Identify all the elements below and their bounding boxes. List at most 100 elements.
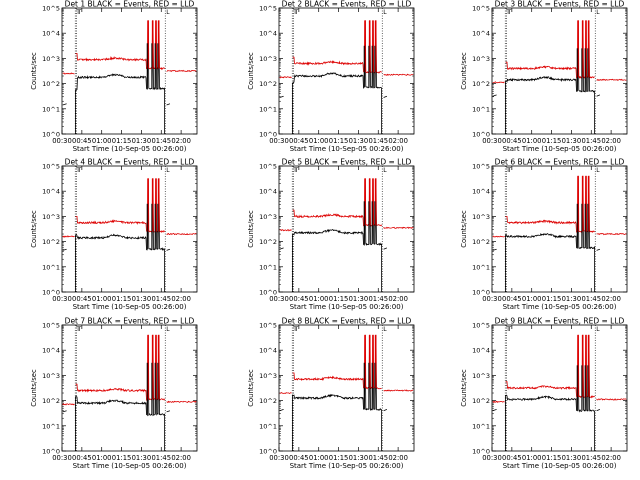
lld-series-pre xyxy=(279,391,292,394)
events-series-pre xyxy=(279,95,284,98)
y-tick-label: 10^3 xyxy=(42,213,60,221)
chart-title: Det 3 BLACK = Events, RED = LLD xyxy=(495,0,625,9)
x-tick-label: 01:30 xyxy=(132,454,152,462)
y-tick-label: 10^1 xyxy=(259,263,277,271)
y-tick-label: 10^1 xyxy=(42,422,60,430)
y-tick-label: 10^4 xyxy=(42,347,60,355)
x-tick-label: 01:15 xyxy=(112,454,132,462)
chart-panel: Det 1 BLACK = Events, RED = LLD 00:30 00:4… xyxy=(30,0,198,153)
marker-label: T xyxy=(77,326,82,333)
chart-panel: Det 7 BLACK = Events, RED = LLD 00:30 00:4… xyxy=(30,317,198,470)
lld-series-pre xyxy=(62,403,75,406)
x-tick-label: 02:00 xyxy=(171,454,191,462)
y-tick-label: 10^4 xyxy=(472,347,490,355)
y-tick-label: 10^2 xyxy=(259,80,277,88)
x-tick-label: 01:30 xyxy=(562,137,582,145)
x-tick-label: 02:00 xyxy=(601,137,621,145)
marker-label: T xyxy=(77,167,82,174)
x-tick-label: 01:00 xyxy=(309,454,329,462)
marker-label: L xyxy=(596,326,600,333)
y-tick-label: 10^3 xyxy=(259,213,277,221)
y-axis-label: Counts/sec xyxy=(460,210,468,248)
y-tick-label: 10^1 xyxy=(42,105,60,113)
events-series-post xyxy=(596,248,601,251)
events-series xyxy=(75,362,165,451)
chart-panel: Det 6 BLACK = Events, RED = LLD 00:30 00:4… xyxy=(460,158,628,311)
lld-series-pre xyxy=(279,229,292,232)
x-tick-label: 01:00 xyxy=(92,137,112,145)
y-tick-label: 10^5 xyxy=(472,322,490,330)
x-tick-label: 01:15 xyxy=(329,137,349,145)
x-tick-label: 00:45 xyxy=(289,454,309,462)
lld-series-pre xyxy=(492,81,505,84)
events-series-pre xyxy=(492,248,497,251)
x-tick-label: 01:45 xyxy=(368,454,388,462)
y-tick-label: 10^4 xyxy=(259,30,277,38)
chart-title: Det 2 BLACK = Events, RED = LLD xyxy=(282,0,412,9)
x-tick-label: 00:45 xyxy=(502,454,522,462)
events-series xyxy=(75,42,165,134)
x-axis-label: Start Time (10-Sep-05 00:26:00) xyxy=(290,303,404,311)
x-tick-label: 01:00 xyxy=(309,295,329,303)
marker-label: T xyxy=(505,9,510,16)
marker-label: T xyxy=(75,167,80,174)
y-tick-label: 10^3 xyxy=(42,55,60,63)
x-tick-label: 01:45 xyxy=(581,454,601,462)
lld-series xyxy=(75,178,165,234)
marker-label: T xyxy=(507,9,512,16)
x-tick-label: 00:30 xyxy=(482,295,502,303)
marker-label: T xyxy=(294,9,299,16)
y-tick-label: 10^2 xyxy=(42,80,60,88)
x-tick-label: 01:15 xyxy=(542,454,562,462)
y-axis-label: Counts/sec xyxy=(247,369,255,407)
y-tick-label: 10^0 xyxy=(42,289,60,297)
chart-title: Det 7 BLACK = Events, RED = LLD xyxy=(65,317,195,326)
chart-panel: Det 3 BLACK = Events, RED = LLD 00:30 00:4… xyxy=(460,0,628,153)
plot-frame xyxy=(491,7,628,135)
y-tick-label: 10^2 xyxy=(259,397,277,405)
x-tick-label: 01:30 xyxy=(132,137,152,145)
x-axis-label: Start Time (10-Sep-05 00:26:00) xyxy=(73,145,187,153)
lld-series-pre xyxy=(492,235,505,238)
x-axis-label: Start Time (10-Sep-05 00:26:00) xyxy=(73,462,187,470)
y-tick-label: 10^1 xyxy=(259,422,277,430)
x-tick-label: 01:30 xyxy=(349,295,369,303)
y-tick-label: 10^3 xyxy=(472,55,490,63)
plot-frame xyxy=(61,165,198,293)
plot-frame xyxy=(278,7,415,135)
chart-panel: Det 8 BLACK = Events, RED = LLD 00:30 00:4… xyxy=(247,317,415,470)
marker-label: T xyxy=(505,326,510,333)
lld-series-post xyxy=(383,226,414,230)
x-tick-label: 00:45 xyxy=(289,295,309,303)
x-tick-label: 01:30 xyxy=(349,137,369,145)
y-tick-label: 10^4 xyxy=(259,188,277,196)
x-tick-label: 01:30 xyxy=(562,454,582,462)
x-tick-label: 00:45 xyxy=(72,137,92,145)
lld-series-post xyxy=(596,78,627,82)
x-tick-label: 01:30 xyxy=(132,295,152,303)
plot-frame xyxy=(278,165,415,293)
lld-series-pre xyxy=(62,72,75,75)
chart-panel: Det 2 BLACK = Events, RED = LLD 00:30 00:4… xyxy=(247,0,415,153)
y-tick-label: 10^3 xyxy=(472,213,490,221)
events-series-post xyxy=(383,247,388,250)
x-tick-label: 02:00 xyxy=(388,137,408,145)
y-tick-label: 10^4 xyxy=(42,30,60,38)
x-tick-label: 00:45 xyxy=(502,137,522,145)
marker-label: L xyxy=(166,9,170,16)
plot-frame xyxy=(491,165,628,293)
x-tick-label: 01:45 xyxy=(151,454,171,462)
marker-label: T xyxy=(77,9,82,16)
x-tick-label: 00:30 xyxy=(269,295,289,303)
x-tick-label: 00:30 xyxy=(482,137,502,145)
lld-series-post xyxy=(383,389,414,392)
marker-label: T xyxy=(75,326,80,333)
x-tick-label: 00:45 xyxy=(72,295,92,303)
x-tick-label: 00:30 xyxy=(52,454,72,462)
y-tick-label: 10^2 xyxy=(472,238,490,246)
x-axis-label: Start Time (10-Sep-05 00:26:00) xyxy=(290,462,404,470)
y-tick-label: 10^2 xyxy=(42,238,60,246)
plot-frame xyxy=(61,7,198,135)
marker-label: T xyxy=(507,167,512,174)
x-tick-label: 02:00 xyxy=(171,295,191,303)
